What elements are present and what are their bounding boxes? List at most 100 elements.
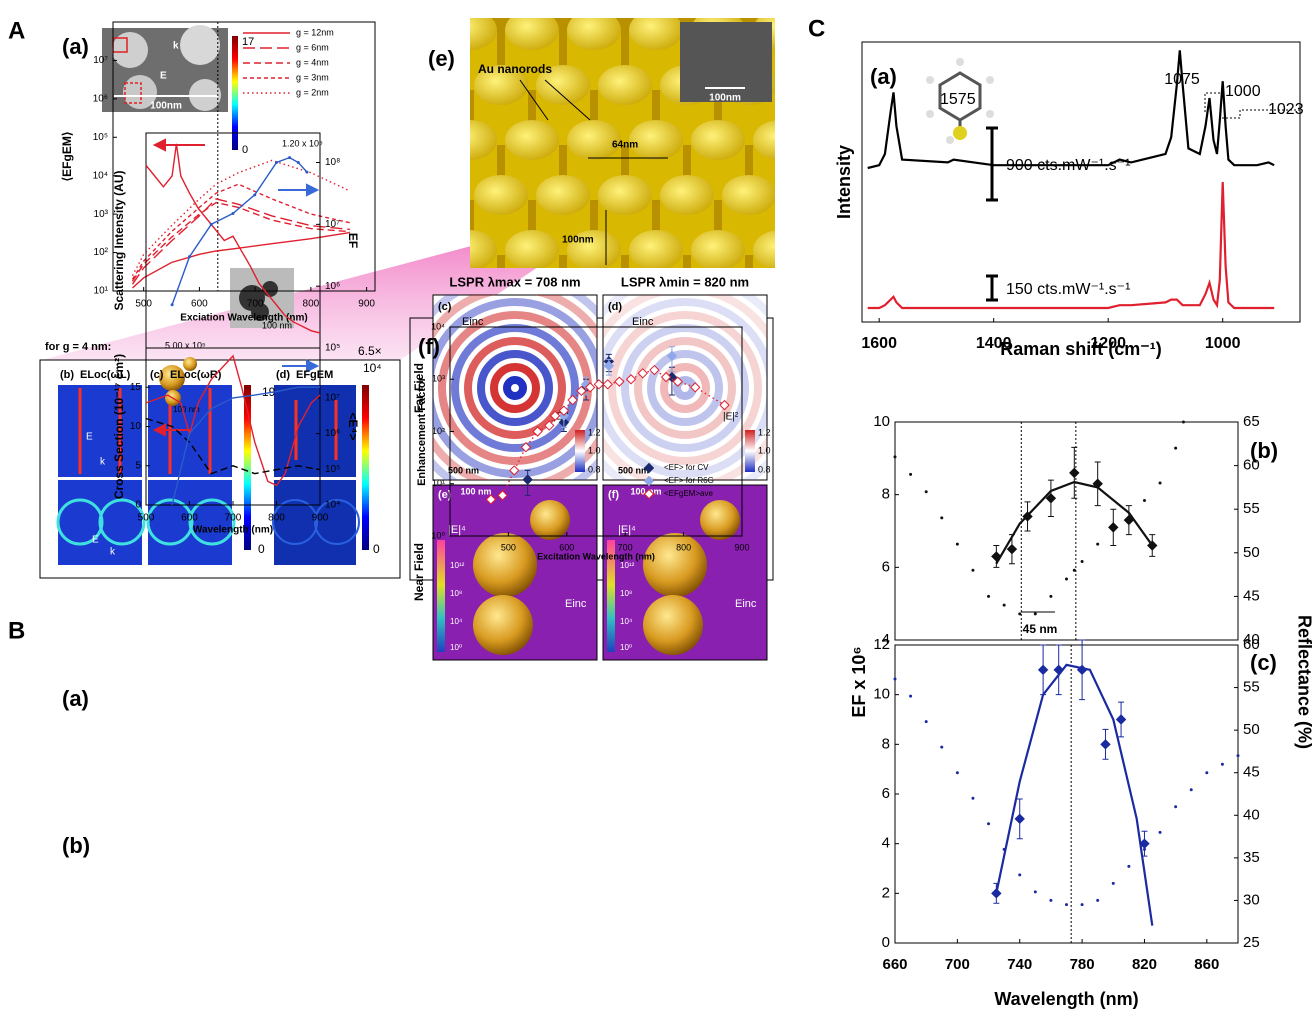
ring: [503, 376, 527, 400]
label: Einc: [735, 598, 757, 610]
point: [1111, 525, 1115, 529]
series-line: [145, 143, 321, 334]
label: 10⁴: [450, 617, 463, 626]
point: [971, 796, 975, 800]
label: (c): [150, 369, 164, 381]
map: [58, 385, 142, 477]
label: EFgEM: [296, 369, 333, 381]
x-axis-label: Raman shift (cm⁻¹): [1000, 339, 1162, 359]
point: [625, 374, 637, 385]
rod-top: [567, 230, 621, 268]
label: |E|⁴: [448, 524, 466, 536]
y-tick-label: 0: [135, 500, 141, 511]
y-tick-label: 50: [1243, 721, 1260, 738]
point: [1127, 864, 1131, 868]
point: [924, 720, 928, 724]
y-tick-label: 8: [882, 735, 890, 752]
near-spheres: [473, 500, 740, 655]
x-tick-label: 800: [676, 542, 691, 552]
legend-label: <EF> for CV: [664, 463, 709, 472]
label: C: [808, 15, 825, 42]
label: LSPR λmin = 820 nm: [621, 274, 749, 289]
point: [1049, 594, 1053, 598]
point: [253, 193, 257, 197]
far-field-map: [602, 294, 768, 481]
point: [1018, 612, 1022, 616]
y-tick-label: 10⁶: [325, 428, 340, 439]
point: [170, 303, 174, 307]
rod-top: [505, 18, 559, 50]
y-tick-label: 6: [882, 785, 890, 802]
x-tick-label: 700: [225, 513, 242, 524]
rod-top: [753, 230, 775, 268]
point: [649, 364, 660, 376]
label: 17: [242, 36, 254, 48]
x-tick-label: 780: [1070, 956, 1095, 973]
label: k: [100, 457, 106, 468]
y-axis-label: EF x 10⁶: [849, 646, 869, 717]
legend-label: g = 12nm: [296, 27, 334, 37]
series-line: [131, 159, 351, 277]
point: [1045, 493, 1057, 504]
point: [558, 405, 570, 416]
x-axis-label: Excitation Wavelength (nm): [537, 551, 655, 561]
point: [1072, 568, 1076, 572]
label: B: [8, 617, 25, 644]
legend-label: g = 4nm: [296, 57, 329, 67]
y-tick-label: 10¹: [432, 478, 445, 488]
colorbar: [244, 385, 251, 550]
y-tick-label: 6: [882, 558, 890, 575]
point: [296, 161, 300, 165]
label: 150 cts.mW⁻¹.s⁻¹: [1006, 281, 1130, 298]
series-line: [995, 663, 1154, 926]
series-line: [490, 369, 725, 501]
point: [940, 745, 944, 749]
x-tick-label: 1200: [1090, 335, 1126, 352]
point: [1111, 881, 1115, 885]
ring: [647, 350, 723, 426]
label: (a): [870, 64, 897, 89]
y-tick-label: 10¹: [94, 286, 109, 297]
rod-top: [629, 230, 683, 268]
y-tick-label: 55: [1243, 500, 1260, 517]
rod-top: [598, 65, 652, 105]
x-tick-label: 500: [138, 513, 155, 524]
label: 1.0: [758, 445, 771, 455]
sphere: [183, 357, 197, 371]
label: 64nm: [612, 140, 638, 151]
y-tick-label: 60: [1243, 457, 1260, 474]
x-tick-label: 700: [945, 956, 970, 973]
point: [1127, 516, 1131, 520]
label: 100 nm: [630, 486, 661, 496]
label: ELoc(ωR): [170, 369, 222, 381]
rod-body: [412, 195, 466, 255]
point: [576, 385, 587, 397]
hex-pattern: [56, 498, 236, 546]
point: [893, 677, 897, 681]
point: [1033, 890, 1037, 894]
x-tick-label: 500: [135, 299, 152, 310]
x-axis-label: Wavelength (nm): [193, 525, 273, 536]
label: (f): [608, 489, 619, 501]
axis-arrow: [278, 183, 320, 373]
label: 100nm: [562, 235, 594, 246]
rod-top: [753, 120, 775, 160]
point: [522, 474, 533, 485]
x-tick-label: 1000: [1205, 335, 1241, 352]
label: Au nanorods: [478, 62, 552, 76]
point: [637, 368, 648, 379]
error-cap: [1118, 701, 1125, 738]
label: Near Field: [412, 543, 426, 601]
y-tick-label: 10⁵: [325, 464, 340, 475]
point: [991, 888, 1002, 899]
inset-box: [124, 82, 142, 104]
label: 0: [373, 542, 380, 556]
arrow: [519, 79, 549, 121]
y-tick-label: 10³: [94, 209, 109, 220]
rod-top: [470, 120, 497, 160]
label: |E|²: [723, 412, 739, 423]
label: 1000: [1225, 83, 1261, 100]
y-tick-label: 25: [1243, 934, 1260, 951]
point: [231, 211, 235, 215]
leader: [1204, 92, 1300, 119]
